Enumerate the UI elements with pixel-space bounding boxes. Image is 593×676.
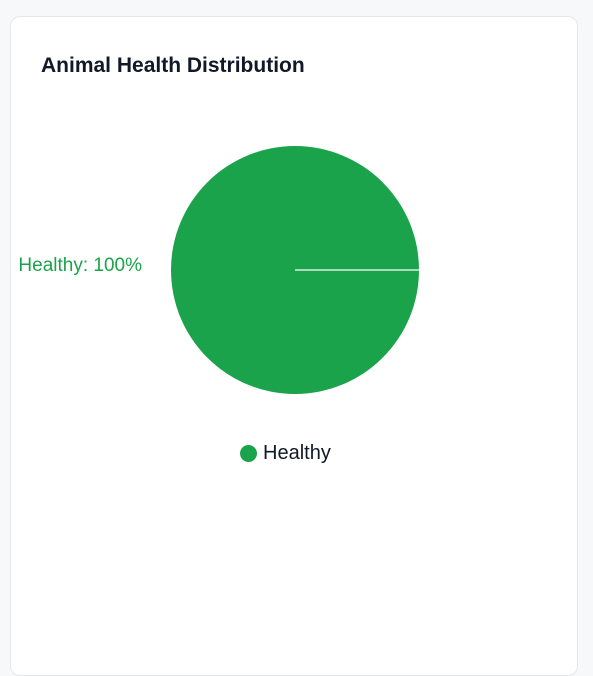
pie-chart: Healthy: 100% <box>18 146 419 394</box>
chart-legend: Healthy <box>240 442 331 464</box>
legend-swatch-healthy <box>240 444 257 462</box>
chart-title: Animal Health Distribution <box>41 54 305 77</box>
chart-card: Animal Health Distribution Healthy: 100%… <box>10 16 578 676</box>
legend-label-healthy[interactable]: Healthy <box>263 442 331 464</box>
pie-slice-label: Healthy: 100% <box>18 255 142 276</box>
